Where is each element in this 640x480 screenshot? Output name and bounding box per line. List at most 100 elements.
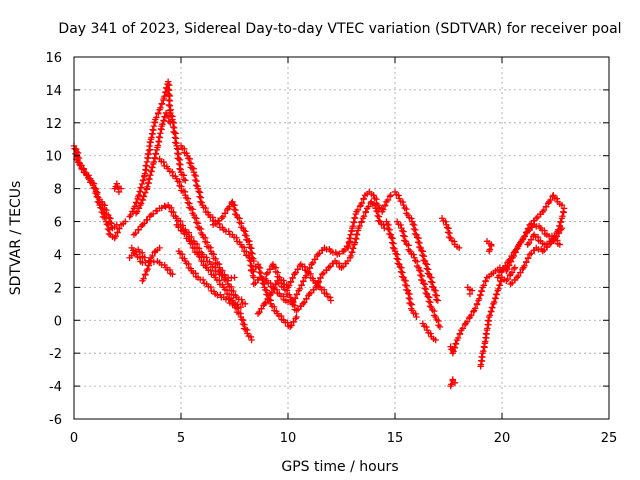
point-marker: [483, 238, 491, 245]
point-marker: [389, 239, 396, 246]
point-marker: [344, 257, 352, 265]
point-marker: [176, 165, 183, 172]
y-axis-label: SDTVAR / TECUs: [8, 181, 24, 296]
point-marker: [360, 195, 367, 202]
point-marker: [113, 221, 120, 229]
point-marker: [140, 275, 147, 282]
point-marker: [547, 196, 554, 204]
point-marker: [478, 287, 485, 295]
point-marker: [524, 225, 532, 232]
point-marker: [73, 148, 80, 156]
point-marker: [381, 224, 388, 232]
point-marker: [399, 198, 407, 206]
point-marker: [354, 206, 362, 214]
point-marker: [104, 225, 112, 233]
point-marker: [558, 224, 566, 232]
point-marker: [400, 232, 407, 239]
point-marker: [207, 283, 215, 291]
point-marker: [292, 269, 299, 276]
point-marker: [358, 199, 366, 207]
point-marker: [521, 233, 528, 240]
x-tick-label: 10: [280, 431, 297, 446]
point-marker: [311, 256, 319, 263]
point-marker: [386, 230, 393, 238]
point-marker: [154, 109, 162, 117]
point-marker: [472, 305, 479, 312]
series-track-z: [447, 264, 510, 357]
point-marker: [144, 179, 152, 187]
point-marker: [229, 201, 237, 208]
y-tick-label: 14: [45, 84, 62, 99]
point-marker: [517, 239, 524, 247]
point-marker: [169, 271, 176, 278]
point-marker: [116, 225, 123, 232]
point-marker: [411, 254, 418, 261]
point-marker: [242, 300, 249, 308]
point-marker: [74, 153, 81, 161]
point-marker: [156, 244, 163, 252]
point-marker: [285, 282, 293, 289]
point-marker: [444, 229, 452, 236]
point-marker: [470, 308, 477, 315]
point-marker: [454, 334, 462, 342]
point-marker: [360, 213, 368, 220]
point-marker: [167, 119, 174, 127]
series-track-c: [111, 180, 125, 196]
point-marker: [135, 204, 143, 212]
point-marker: [383, 220, 391, 228]
point-marker: [512, 248, 519, 256]
point-marker: [478, 353, 485, 360]
point-marker: [508, 269, 516, 276]
point-marker: [492, 294, 499, 302]
point-marker: [237, 303, 245, 311]
point-marker: [408, 215, 415, 222]
point-marker: [417, 271, 424, 279]
point-marker: [431, 286, 438, 294]
point-marker: [542, 203, 550, 210]
point-marker: [414, 238, 422, 246]
series-track-q: [263, 261, 334, 304]
series-track-x: [419, 320, 439, 344]
point-marker: [557, 218, 564, 225]
point-marker: [172, 139, 179, 146]
point-marker: [358, 218, 365, 225]
x-tick-labels: 0 5 10 15 20 25: [70, 431, 617, 446]
point-marker: [525, 239, 533, 247]
point-marker: [553, 195, 561, 202]
series-track-j: [156, 155, 249, 308]
point-marker: [456, 244, 463, 252]
point-marker: [238, 296, 245, 303]
point-marker: [403, 286, 410, 294]
point-marker: [103, 220, 111, 228]
point-marker: [384, 196, 392, 204]
x-tick-label: 0: [70, 431, 78, 446]
point-marker: [138, 180, 146, 188]
point-marker: [144, 183, 151, 191]
point-marker: [144, 265, 151, 273]
point-marker: [477, 291, 484, 299]
point-marker: [294, 265, 302, 273]
point-marker: [423, 323, 430, 331]
point-marker: [169, 168, 176, 176]
point-marker: [401, 276, 408, 284]
point-marker: [370, 192, 377, 199]
point-marker: [280, 277, 287, 284]
point-marker: [514, 244, 521, 252]
series-track-o: [250, 238, 354, 308]
y-tick-label: -6: [49, 413, 62, 428]
point-marker: [394, 260, 402, 267]
point-marker: [356, 222, 363, 230]
point-marker: [298, 281, 305, 289]
point-marker: [505, 262, 513, 269]
point-marker: [348, 248, 356, 256]
point-marker: [560, 205, 568, 212]
point-marker: [136, 188, 143, 195]
y-tick-label: -4: [49, 380, 62, 395]
point-marker: [293, 313, 300, 321]
point-marker: [191, 171, 198, 179]
point-marker: [326, 294, 334, 301]
point-marker: [510, 265, 518, 273]
y-tick-labels: -6 -4 -2 0 2 4 6 8 10 12 14 16: [45, 51, 62, 428]
point-marker: [410, 251, 417, 258]
series-track-h: [139, 244, 163, 284]
